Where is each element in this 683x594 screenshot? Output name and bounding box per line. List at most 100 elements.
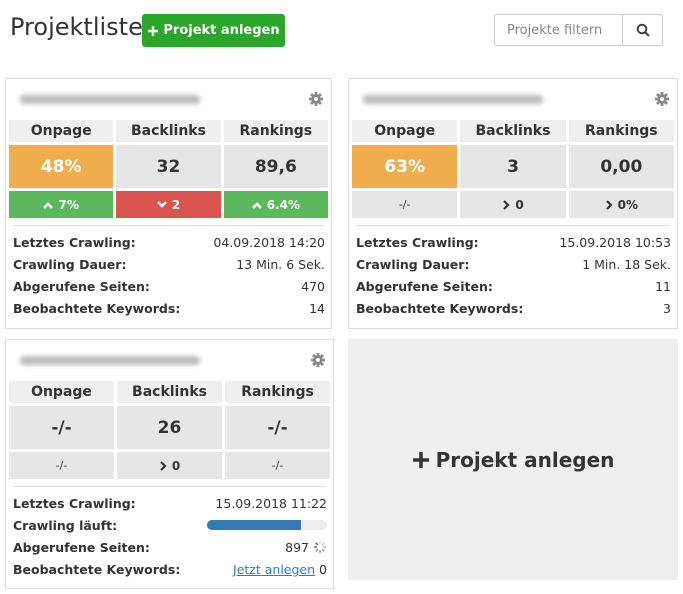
metric-label: Onpage xyxy=(9,120,114,142)
detail-row: Letztes Crawling: 15.09.2018 11:22 xyxy=(13,492,327,514)
metric-changes: -/- 0 -/- xyxy=(9,452,330,479)
detail-text: 0 xyxy=(319,561,327,577)
add-project-button[interactable]: Projekt anlegen xyxy=(142,14,285,47)
plus-icon xyxy=(148,25,159,36)
detail-value: 14 xyxy=(309,301,325,316)
trend-icon xyxy=(159,460,167,471)
metric-label: Onpage xyxy=(9,381,114,403)
loading-spinner xyxy=(313,540,327,554)
metric-change: 7% xyxy=(9,191,114,218)
metric-label: Rankings xyxy=(225,381,330,403)
metric-change: 2 xyxy=(116,191,221,218)
detail-text: 11 xyxy=(655,278,671,294)
page-title: Projektliste xyxy=(10,13,143,41)
metric-change-value: 0% xyxy=(617,197,639,212)
add-project-card[interactable]: Projekt anlegen xyxy=(348,339,678,580)
link[interactable]: Jetzt anlegen xyxy=(233,561,316,577)
metric-value: 32 xyxy=(116,145,221,188)
metric-change: 0% xyxy=(568,191,674,218)
detail-label: Abgerufene Seiten: xyxy=(13,539,150,555)
separator xyxy=(13,225,324,226)
detail-text: 1 Min. 18 Sek. xyxy=(582,256,671,272)
detail-row: Crawling Dauer: 13 Min. 6 Sek. xyxy=(13,253,325,275)
metric-label: Backlinks xyxy=(116,120,221,142)
metric-change-value: 0 xyxy=(171,458,181,473)
detail-text: 15.09.2018 11:22 xyxy=(215,495,327,511)
metric-change-value: 2 xyxy=(171,197,181,212)
detail-label: Abgerufene Seiten: xyxy=(13,278,150,294)
metric-change: 0 xyxy=(117,452,222,479)
detail-row: Abgerufene Seiten: 11 xyxy=(356,275,671,297)
progress-bar xyxy=(207,520,327,530)
metric-labels: Onpage Backlinks Rankings xyxy=(9,120,328,142)
detail-text: 470 xyxy=(301,278,325,294)
detail-value: 470 xyxy=(301,279,325,294)
detail-label: Beobachtete Keywords: xyxy=(13,561,181,577)
metric-value: 26 xyxy=(117,406,222,449)
metric-value: 48% xyxy=(9,145,114,188)
metric-change-value: 6.4% xyxy=(266,197,300,212)
progress-fill xyxy=(207,520,301,530)
detail-text: 3 xyxy=(663,300,671,316)
project-name-blurred xyxy=(20,95,200,104)
detail-text: 897 xyxy=(285,539,309,555)
detail-label: Beobachtete Keywords: xyxy=(356,300,524,316)
separator xyxy=(356,225,670,226)
metric-changes: 7% 2 6.4% xyxy=(9,191,328,218)
detail-label: Letztes Crawling: xyxy=(13,234,136,250)
separator xyxy=(13,486,326,487)
project-name-blurred xyxy=(363,95,543,104)
detail-text: 14 xyxy=(309,300,325,316)
detail-row: Crawling läuft: xyxy=(13,514,327,536)
project-card: Onpage Backlinks Rankings -/- 26 -/- -/- 0 -/- Le… xyxy=(5,339,334,589)
detail-value: Jetzt anlegen 0 xyxy=(233,562,327,577)
metric-change: 0 xyxy=(460,191,566,218)
add-project-card-label: Projekt anlegen xyxy=(435,447,615,472)
metric-value: 89,6 xyxy=(223,145,328,188)
metric-value: 0,00 xyxy=(568,145,674,188)
filter-placeholder: Projekte filtern xyxy=(507,22,603,38)
settings-button[interactable] xyxy=(655,91,669,110)
detail-value: 15.09.2018 10:53 xyxy=(559,235,671,250)
metric-change-value: -/- xyxy=(55,459,68,472)
metric-values: 63% 3 0,00 xyxy=(352,145,674,188)
detail-row: Letztes Crawling: 15.09.2018 10:53 xyxy=(356,231,671,253)
metric-value: 3 xyxy=(460,145,566,188)
add-project-label: Projekt anlegen xyxy=(163,23,280,38)
detail-row: Letztes Crawling: 04.09.2018 14:20 xyxy=(13,231,325,253)
detail-value xyxy=(207,520,327,530)
filter-input[interactable]: Projekte filtern xyxy=(494,14,623,46)
detail-value: 1 Min. 18 Sek. xyxy=(582,257,671,272)
metric-label: Rankings xyxy=(223,120,328,142)
detail-value: 11 xyxy=(655,279,671,294)
detail-label: Letztes Crawling: xyxy=(13,495,136,511)
metric-change-value: -/- xyxy=(271,459,284,472)
metric-label: Onpage xyxy=(352,120,458,142)
metric-change: -/- xyxy=(225,452,330,479)
settings-button[interactable] xyxy=(309,91,323,110)
trend-icon xyxy=(43,201,54,209)
detail-label: Abgerufene Seiten: xyxy=(356,278,493,294)
detail-value: 13 Min. 6 Sek. xyxy=(236,257,325,272)
settings-button[interactable] xyxy=(311,352,325,371)
detail-value: 04.09.2018 14:20 xyxy=(213,235,325,250)
metric-change-value: 0 xyxy=(515,197,524,212)
search-button[interactable] xyxy=(622,14,663,46)
detail-row: Beobachtete Keywords: 14 xyxy=(13,297,325,319)
trend-icon xyxy=(502,199,510,210)
detail-text: 04.09.2018 14:20 xyxy=(213,234,325,250)
project-card: Onpage Backlinks Rankings 63% 3 0,00 -/- 0 0% Let… xyxy=(348,78,678,329)
metric-change: -/- xyxy=(9,452,114,479)
trend-icon xyxy=(251,201,262,209)
metric-change: -/- xyxy=(352,191,458,218)
search-icon xyxy=(636,23,650,37)
metric-value: 63% xyxy=(352,145,458,188)
detail-row: Crawling Dauer: 1 Min. 18 Sek. xyxy=(356,253,671,275)
detail-text: 15.09.2018 10:53 xyxy=(559,234,671,250)
metric-change-value: -/- xyxy=(398,198,411,211)
detail-row: Abgerufene Seiten: 897 xyxy=(13,536,327,558)
detail-label: Beobachtete Keywords: xyxy=(13,300,181,316)
trend-icon xyxy=(605,199,613,210)
detail-label: Crawling läuft: xyxy=(13,517,118,533)
